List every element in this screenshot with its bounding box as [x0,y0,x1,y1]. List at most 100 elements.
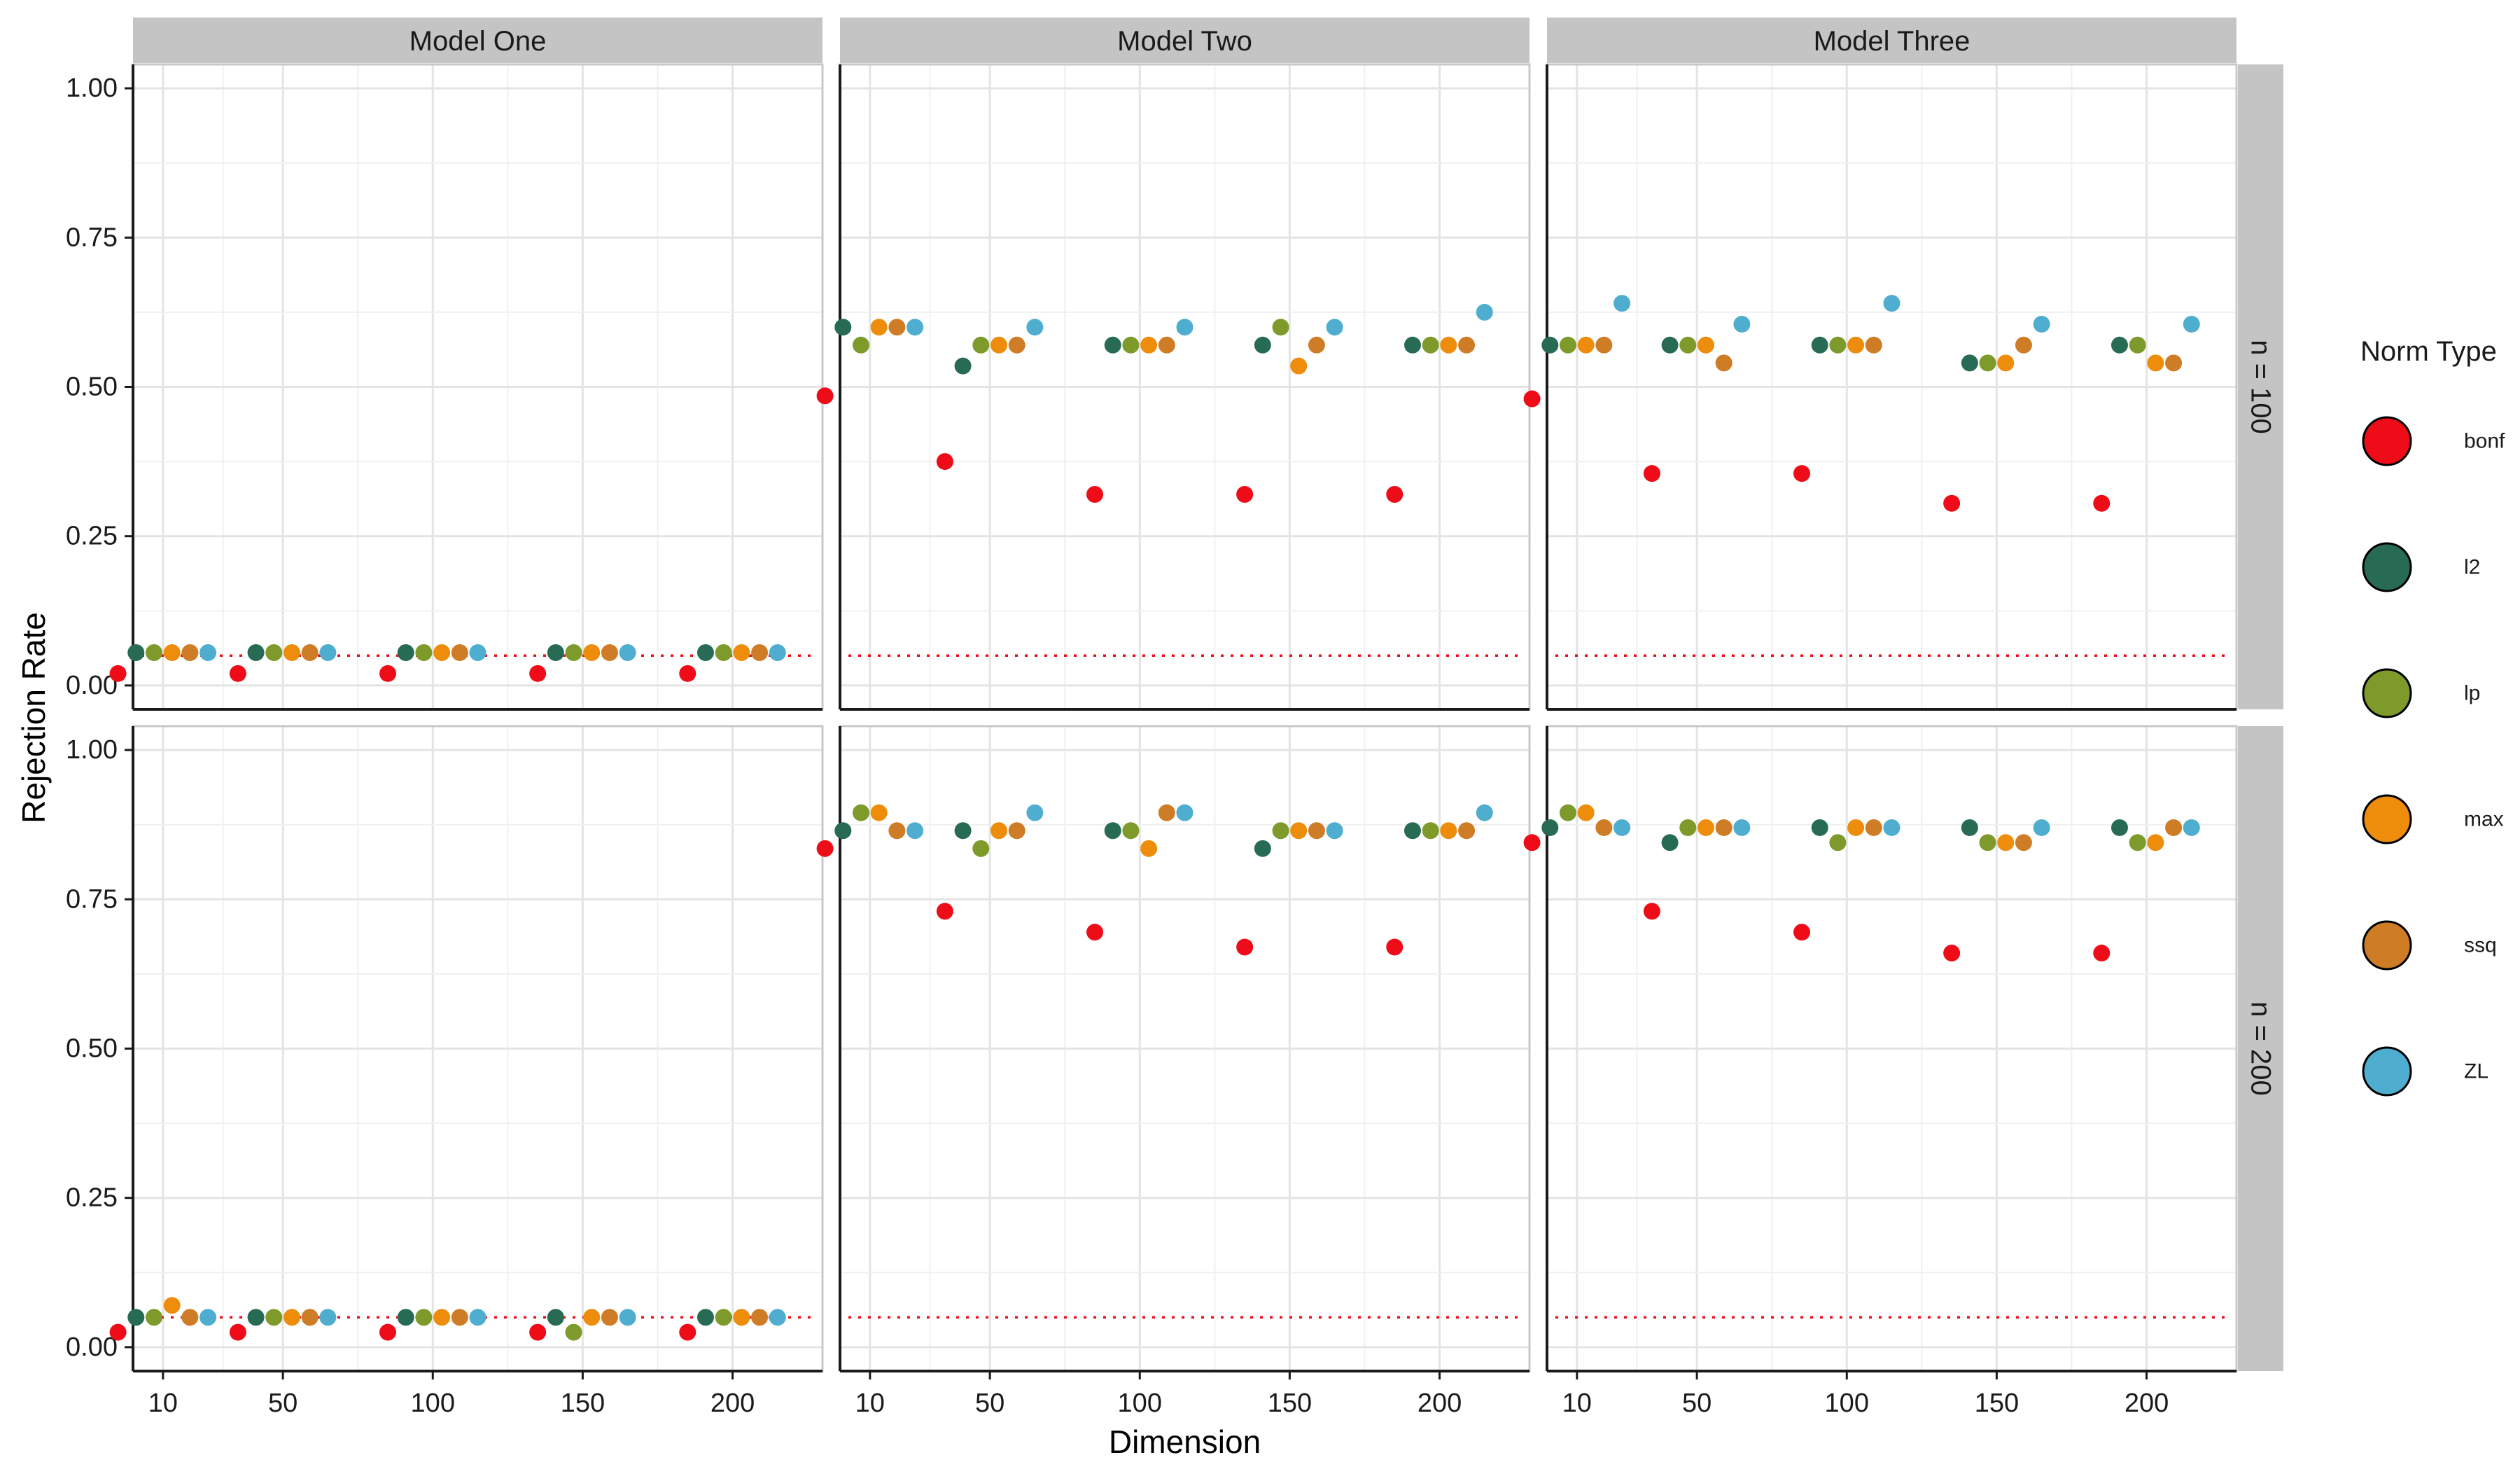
point-l2 [247,1309,265,1326]
point-l2 [2110,819,2128,836]
point-ZL [1476,804,1493,821]
point-ssq [601,1309,618,1326]
point-max [733,1309,750,1326]
point-max [870,804,888,821]
point-max [990,822,1007,840]
point-ssq [1308,336,1325,354]
point-ssq [888,822,906,840]
point-l2 [1254,336,1271,354]
point-ZL [1883,819,1900,836]
x-tick-label: 50 [975,1389,1004,1418]
point-lp [1559,804,1576,821]
point-ssq [1715,819,1732,836]
point-l2 [1811,336,1828,354]
facet-strip-row-0 [2238,64,2283,709]
legend-label-ZL: ZL [2464,1060,2488,1083]
point-ssq [2015,336,2032,354]
y-tick-label: 0.75 [66,223,118,252]
point-ZL [2033,315,2050,333]
point-max [870,319,888,336]
point-bonf [379,1323,397,1341]
point-l2 [1661,834,1679,851]
x-tick-label: 10 [148,1389,178,1418]
x-tick-label: 10 [855,1389,885,1418]
y-axis-title: Rejection Rate [15,612,52,823]
point-max [1140,336,1158,354]
x-tick-label: 200 [710,1389,755,1418]
point-max [1997,354,2015,372]
point-l2 [247,644,265,661]
point-max [1577,804,1595,821]
point-ZL [2033,819,2050,836]
point-ZL [1883,295,1900,312]
point-lp [972,840,990,857]
point-bonf [1386,486,1404,503]
point-ssq [1865,336,1882,354]
point-ssq [181,644,199,661]
facet-label-col-0: Model One [410,26,547,57]
point-ZL [906,319,924,336]
point-lp [1979,834,1996,851]
y-tick-label: 0.50 [66,373,118,402]
legend-key-l2 [2362,542,2412,592]
x-tick-label: 150 [1268,1389,1312,1418]
point-bonf [379,665,397,682]
point-ZL [1733,819,1751,836]
point-ssq [1595,819,1613,836]
point-bonf [2093,945,2110,962]
point-lp [565,644,582,661]
point-ssq [1008,822,1026,840]
point-ZL [1614,819,1631,836]
point-bonf [2093,494,2110,512]
point-l2 [397,1309,414,1326]
point-l2 [127,1309,145,1326]
point-ZL [200,1309,217,1326]
point-ZL [906,822,924,840]
point-max [1997,834,2015,851]
point-bonf [1943,945,1961,962]
legend-key-ssq [2362,920,2412,971]
point-ssq [301,644,318,661]
x-axis-title: Dimension [1109,1424,1261,1460]
point-ZL [319,1309,337,1326]
point-lp [415,644,433,661]
point-l2 [547,1309,564,1326]
point-ssq [2165,819,2183,836]
point-ZL [1026,804,1044,821]
point-ZL [1326,822,1343,840]
point-ZL [619,1309,636,1326]
point-max [1440,336,1457,354]
legend-title: Norm Type [2360,336,2497,367]
point-lp [1272,822,1289,840]
point-bonf [109,665,127,682]
x-tick-label: 50 [268,1389,298,1418]
point-bonf [1086,486,1104,503]
point-ssq [451,644,468,661]
point-ssq [301,1309,318,1326]
point-ZL [1733,315,1751,333]
point-bonf [1086,924,1104,941]
point-lp [415,1309,433,1326]
point-ZL [1476,303,1493,321]
point-l2 [1541,336,1559,354]
x-tick-label: 100 [411,1389,455,1418]
point-l2 [1104,336,1121,354]
point-lp [1422,822,1439,840]
point-ZL [469,644,486,661]
point-bonf [816,387,834,405]
point-ZL [200,644,217,661]
point-lp [715,1309,732,1326]
point-bonf [1943,494,1961,512]
point-l2 [1961,354,1978,372]
point-ZL [1326,319,1343,336]
point-max [163,1297,181,1314]
x-tick-label: 100 [1825,1389,1869,1418]
point-lp [565,1323,582,1341]
point-bonf [529,1323,547,1341]
facet-label-col-1: Model Two [1117,26,1252,57]
point-lp [1679,336,1697,354]
point-lp [1422,336,1439,354]
point-lp [1829,834,1847,851]
